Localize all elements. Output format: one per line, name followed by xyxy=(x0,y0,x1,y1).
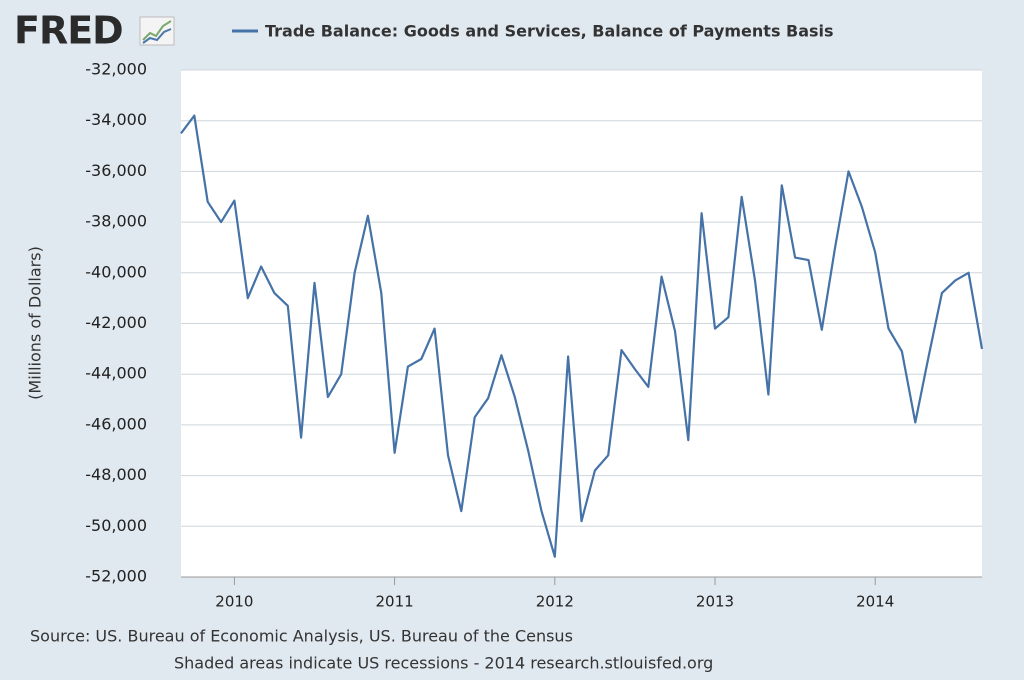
y-tick-label: -44,000 xyxy=(85,364,147,383)
data-line xyxy=(180,114,984,558)
y-tick-label: -46,000 xyxy=(85,414,147,433)
source: Source: US. Bureau of Economic Analysis,… xyxy=(30,627,573,646)
logo: FRED xyxy=(14,9,123,53)
y-axis-label: (Millions of Dollars) xyxy=(26,246,45,400)
y-tick-label: -42,000 xyxy=(85,313,147,332)
x-tick-label: 2010 xyxy=(215,593,253,611)
y-tick-label: -52,000 xyxy=(85,567,147,586)
y-tick-label: -40,000 xyxy=(85,262,147,281)
x-tick-label: 2011 xyxy=(376,593,414,611)
logo-icon xyxy=(139,16,175,46)
legend-label: Trade Balance: Goods and Services, Balan… xyxy=(265,22,834,41)
y-tick-label: -50,000 xyxy=(85,516,147,535)
y-tick-label: -48,000 xyxy=(85,465,147,484)
x-tick-label: 2014 xyxy=(856,593,894,611)
y-tick-label: -34,000 xyxy=(85,110,147,129)
y-tick-label: -36,000 xyxy=(85,161,147,180)
note: Shaded areas indicate US recessions - 20… xyxy=(174,654,713,673)
x-tick-label: 2013 xyxy=(696,593,734,611)
y-tick-label: -32,000 xyxy=(85,60,147,79)
y-tick-label: -38,000 xyxy=(85,212,147,231)
x-tick-label: 2012 xyxy=(536,593,574,611)
